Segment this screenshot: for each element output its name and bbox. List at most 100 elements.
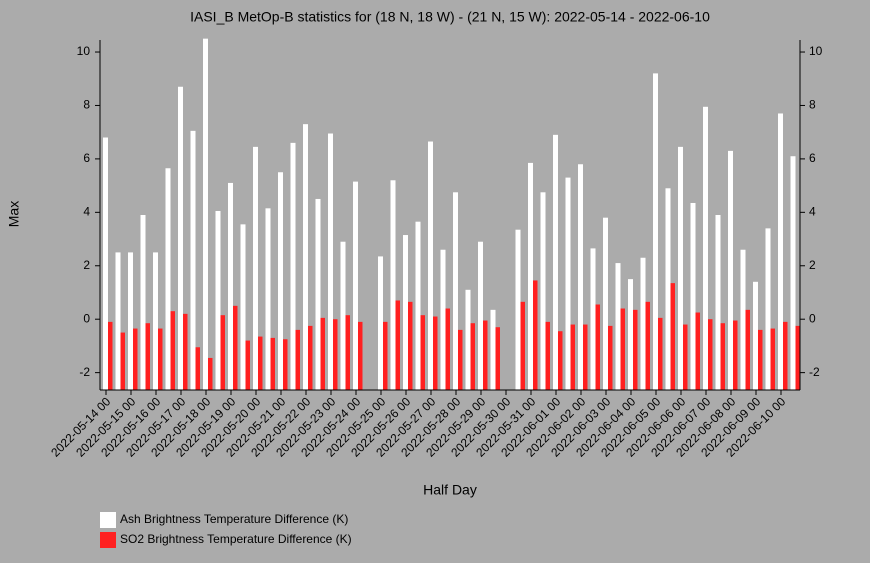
bar <box>520 301 525 390</box>
bar <box>533 280 538 390</box>
bar <box>420 315 425 390</box>
bar <box>440 249 446 390</box>
bar <box>278 172 283 390</box>
bar <box>515 229 521 390</box>
bar <box>408 301 413 390</box>
bar <box>740 249 746 390</box>
bar <box>783 321 788 390</box>
bar <box>620 308 625 390</box>
bar <box>190 130 196 390</box>
bar <box>720 323 725 390</box>
bar <box>308 325 313 390</box>
bar <box>453 192 458 390</box>
bar <box>565 177 571 390</box>
bar <box>195 347 200 390</box>
bar <box>103 137 108 390</box>
bar <box>145 323 150 390</box>
y-tick-label: 0 <box>83 311 90 325</box>
bar <box>428 141 433 390</box>
legend-label: Ash Brightness Temperature Difference (K… <box>120 512 348 526</box>
bar <box>295 329 300 390</box>
bar <box>715 215 721 390</box>
bar <box>178 86 183 390</box>
y2-tick-label: 4 <box>809 205 816 219</box>
bar <box>490 309 496 390</box>
bar <box>340 241 346 390</box>
bar <box>283 339 288 390</box>
bar <box>158 328 163 390</box>
bar <box>233 305 238 390</box>
bar <box>415 221 421 390</box>
bar <box>133 328 138 390</box>
x-axis-label: Half Day <box>423 482 477 498</box>
bar <box>528 162 533 390</box>
y2-tick-label: -2 <box>809 365 820 379</box>
bar <box>628 279 633 390</box>
y2-tick-label: 6 <box>809 151 816 165</box>
bar <box>358 321 363 390</box>
bar <box>583 324 588 390</box>
bar <box>578 164 583 390</box>
y-axis-label: Max <box>6 201 22 227</box>
y-tick-label: 2 <box>83 258 90 272</box>
bar <box>670 283 675 390</box>
bar <box>140 215 146 390</box>
bar <box>765 228 771 390</box>
bar <box>790 156 796 390</box>
bar <box>570 324 575 390</box>
bar <box>165 168 171 390</box>
bar <box>115 252 121 390</box>
bar <box>653 73 658 391</box>
bar <box>495 327 500 390</box>
bar <box>328 133 333 390</box>
bar <box>703 106 708 391</box>
bar <box>228 182 233 390</box>
bar <box>253 146 258 390</box>
bar <box>690 202 696 390</box>
y2-tick-label: 10 <box>809 44 823 58</box>
plot <box>103 38 800 391</box>
bar <box>778 113 783 391</box>
y2-tick-label: 2 <box>809 258 816 272</box>
bar <box>383 321 388 390</box>
y-tick-label: -2 <box>79 365 90 379</box>
bar <box>258 336 263 390</box>
bar <box>170 311 175 390</box>
bar <box>403 235 408 390</box>
bar <box>245 340 250 390</box>
y-tick-label: 6 <box>83 151 90 165</box>
bar <box>658 317 663 390</box>
y2-tick-label: 0 <box>809 311 816 325</box>
y-tick-label: 4 <box>83 205 90 219</box>
bar <box>553 134 558 390</box>
bar <box>640 257 646 390</box>
bar <box>470 323 475 390</box>
bar <box>558 331 563 390</box>
bar <box>758 329 763 390</box>
bar <box>483 320 488 390</box>
bar <box>595 304 600 390</box>
bar <box>208 357 213 390</box>
bar <box>203 38 208 390</box>
y-tick-label: 8 <box>83 98 90 112</box>
bar <box>770 328 775 390</box>
bar <box>315 198 321 390</box>
bar <box>303 124 308 390</box>
legend-swatch <box>100 512 116 528</box>
bar <box>183 313 188 390</box>
bar <box>708 319 713 390</box>
bar <box>445 308 450 390</box>
chart-title: IASI_B MetOp-B statistics for (18 N, 18 … <box>190 9 710 25</box>
bar <box>290 142 296 390</box>
bar <box>458 329 463 390</box>
bar <box>433 316 438 390</box>
bar <box>695 312 700 390</box>
bar <box>545 321 550 390</box>
bar <box>270 337 275 390</box>
bar <box>128 252 133 390</box>
bar <box>345 315 350 390</box>
bar <box>353 181 358 390</box>
bar <box>153 252 158 390</box>
bar <box>108 321 113 390</box>
